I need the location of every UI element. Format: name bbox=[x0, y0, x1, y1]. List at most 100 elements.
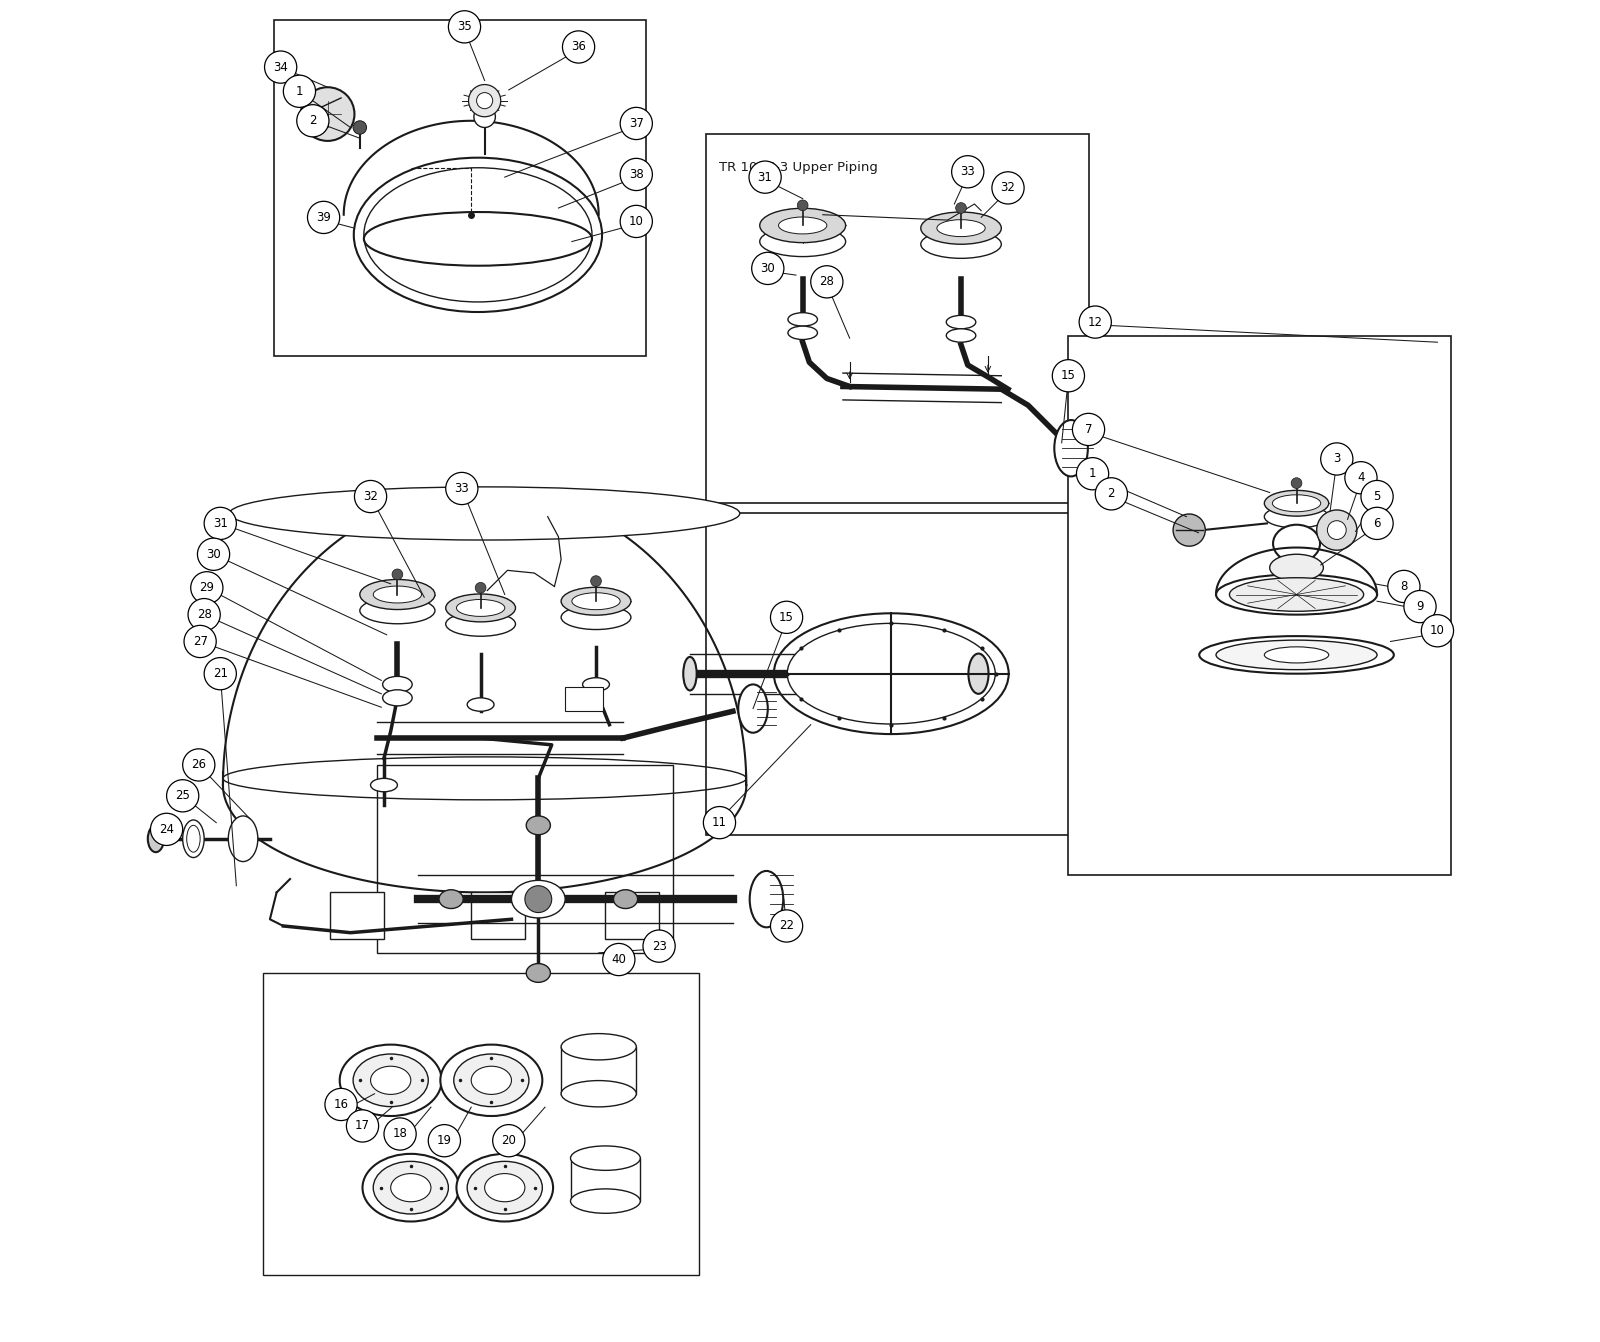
Circle shape bbox=[1173, 514, 1205, 546]
Circle shape bbox=[704, 807, 736, 839]
Circle shape bbox=[307, 201, 339, 234]
Ellipse shape bbox=[354, 1053, 429, 1107]
Ellipse shape bbox=[920, 212, 1002, 244]
Text: 12: 12 bbox=[1088, 315, 1102, 329]
Text: 28: 28 bbox=[819, 275, 834, 289]
Text: 38: 38 bbox=[629, 168, 643, 181]
Ellipse shape bbox=[613, 890, 638, 909]
Bar bbox=[378, 765, 672, 953]
Circle shape bbox=[264, 51, 296, 83]
Ellipse shape bbox=[562, 605, 630, 629]
Ellipse shape bbox=[472, 1066, 512, 1095]
Text: 4: 4 bbox=[1357, 471, 1365, 484]
Ellipse shape bbox=[440, 1044, 542, 1117]
Text: 23: 23 bbox=[651, 939, 667, 953]
Text: 15: 15 bbox=[779, 611, 794, 624]
Circle shape bbox=[190, 572, 222, 604]
Bar bbox=[605, 892, 659, 939]
Ellipse shape bbox=[760, 227, 846, 256]
Text: 29: 29 bbox=[200, 581, 214, 595]
Circle shape bbox=[643, 930, 675, 962]
Ellipse shape bbox=[512, 880, 565, 918]
Circle shape bbox=[166, 780, 198, 812]
Circle shape bbox=[384, 1118, 416, 1150]
Ellipse shape bbox=[446, 612, 515, 636]
Text: 28: 28 bbox=[197, 608, 211, 621]
Ellipse shape bbox=[920, 231, 1002, 258]
Bar bbox=[1069, 336, 1451, 875]
Text: 39: 39 bbox=[317, 211, 331, 224]
Ellipse shape bbox=[229, 816, 258, 862]
Ellipse shape bbox=[360, 580, 435, 609]
Ellipse shape bbox=[562, 1080, 637, 1107]
Circle shape bbox=[1077, 458, 1109, 490]
Circle shape bbox=[952, 156, 984, 188]
Circle shape bbox=[752, 252, 784, 285]
Text: 21: 21 bbox=[213, 667, 227, 680]
Ellipse shape bbox=[946, 329, 976, 342]
Ellipse shape bbox=[571, 1146, 640, 1170]
Circle shape bbox=[1320, 443, 1354, 475]
Ellipse shape bbox=[1270, 554, 1323, 581]
Ellipse shape bbox=[760, 208, 846, 243]
Circle shape bbox=[771, 601, 803, 633]
Circle shape bbox=[301, 87, 355, 141]
Ellipse shape bbox=[526, 964, 550, 982]
Text: 6: 6 bbox=[1373, 517, 1381, 530]
Text: 31: 31 bbox=[213, 517, 227, 530]
Circle shape bbox=[184, 625, 216, 658]
Circle shape bbox=[469, 85, 501, 117]
Ellipse shape bbox=[438, 890, 462, 909]
Bar bbox=[330, 892, 384, 939]
Ellipse shape bbox=[187, 825, 200, 852]
Circle shape bbox=[621, 158, 653, 191]
Circle shape bbox=[347, 1110, 379, 1142]
Circle shape bbox=[621, 205, 653, 238]
Circle shape bbox=[429, 1125, 461, 1157]
Ellipse shape bbox=[787, 623, 995, 725]
Text: 34: 34 bbox=[274, 60, 288, 74]
Text: 30: 30 bbox=[760, 262, 774, 275]
Circle shape bbox=[446, 472, 478, 505]
Ellipse shape bbox=[1200, 636, 1394, 674]
Circle shape bbox=[1053, 360, 1085, 392]
Ellipse shape bbox=[1216, 640, 1378, 670]
Circle shape bbox=[205, 658, 237, 690]
Circle shape bbox=[1291, 478, 1302, 488]
Ellipse shape bbox=[787, 326, 818, 340]
Circle shape bbox=[283, 75, 315, 107]
Text: 37: 37 bbox=[629, 117, 643, 130]
Circle shape bbox=[197, 538, 230, 570]
Ellipse shape bbox=[390, 1173, 430, 1202]
Text: 33: 33 bbox=[454, 482, 469, 495]
Circle shape bbox=[493, 1125, 525, 1157]
Ellipse shape bbox=[1274, 525, 1320, 562]
Bar bbox=[706, 134, 1088, 503]
Circle shape bbox=[354, 121, 366, 134]
Ellipse shape bbox=[562, 588, 630, 615]
Ellipse shape bbox=[373, 1161, 448, 1215]
Ellipse shape bbox=[382, 676, 413, 692]
Text: 25: 25 bbox=[176, 789, 190, 803]
Ellipse shape bbox=[562, 1033, 637, 1060]
Ellipse shape bbox=[582, 678, 610, 691]
Circle shape bbox=[811, 266, 843, 298]
Circle shape bbox=[749, 161, 781, 193]
Ellipse shape bbox=[1054, 420, 1088, 476]
Ellipse shape bbox=[526, 816, 550, 835]
Circle shape bbox=[797, 200, 808, 211]
Text: 20: 20 bbox=[501, 1134, 517, 1147]
Ellipse shape bbox=[339, 1044, 442, 1117]
Circle shape bbox=[1421, 615, 1453, 647]
Circle shape bbox=[955, 203, 966, 213]
Text: 40: 40 bbox=[611, 953, 626, 966]
Circle shape bbox=[1387, 570, 1421, 603]
Circle shape bbox=[1328, 521, 1346, 539]
Ellipse shape bbox=[1264, 647, 1328, 663]
Text: 2: 2 bbox=[1107, 487, 1115, 501]
Text: 3: 3 bbox=[1333, 452, 1341, 466]
Ellipse shape bbox=[182, 820, 205, 858]
Text: 30: 30 bbox=[206, 548, 221, 561]
Circle shape bbox=[1403, 590, 1437, 623]
Ellipse shape bbox=[946, 315, 976, 329]
